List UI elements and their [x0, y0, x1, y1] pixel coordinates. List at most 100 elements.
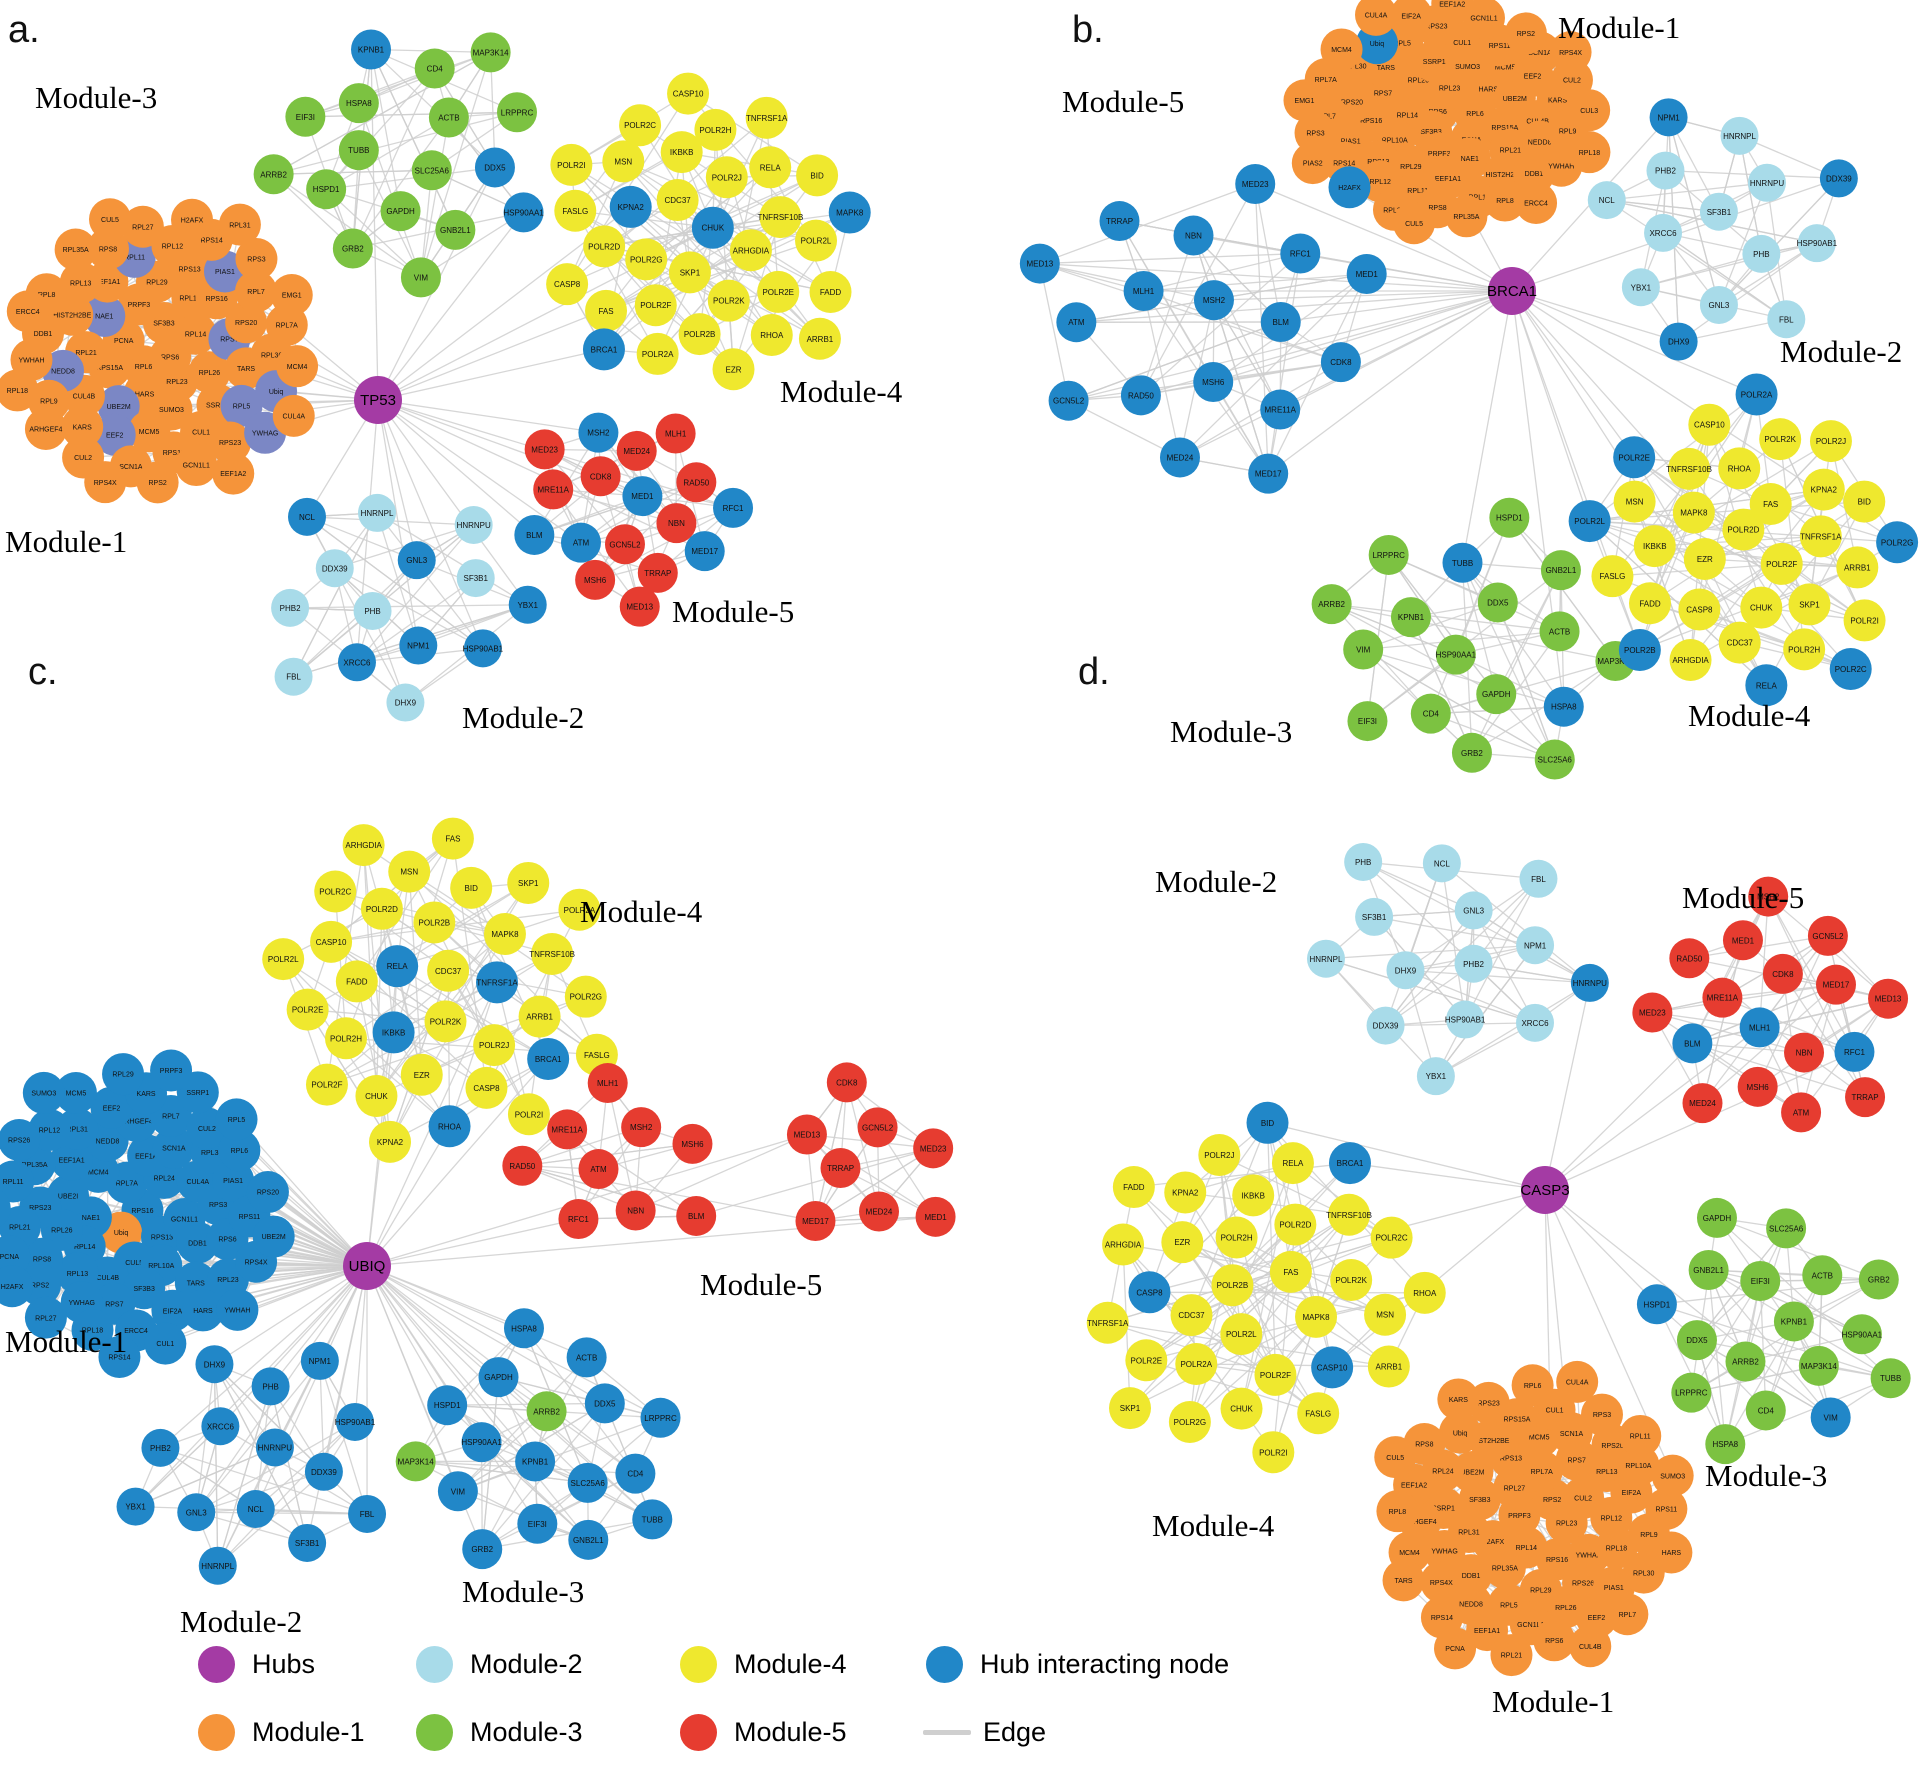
- node-CUL5[interactable]: [1393, 202, 1436, 245]
- node-RHOA[interactable]: [1403, 1271, 1446, 1314]
- hub-node-CASP3[interactable]: [1521, 1166, 1569, 1214]
- node-MSN[interactable]: [602, 140, 645, 183]
- node-POLR2I[interactable]: [1843, 599, 1886, 642]
- node-CDC37[interactable]: [1170, 1294, 1213, 1337]
- node-CD4[interactable]: [414, 48, 455, 89]
- node-TNFRSF1A[interactable]: [476, 961, 519, 1004]
- node-POLR2F[interactable]: [634, 284, 677, 327]
- node-TNFRSF10B[interactable]: [1668, 447, 1711, 490]
- node-POLR2G[interactable]: [625, 238, 668, 281]
- node-ATM[interactable]: [560, 522, 601, 563]
- node-CDC37[interactable]: [656, 179, 699, 222]
- node-H2AFX[interactable]: [1328, 166, 1371, 209]
- node-GNL3[interactable]: [177, 1493, 216, 1532]
- node-Ubiq[interactable]: [1439, 1411, 1482, 1454]
- node-MED13[interactable]: [786, 1114, 827, 1155]
- node-FADD[interactable]: [1628, 582, 1671, 625]
- node-MED1[interactable]: [1722, 920, 1763, 961]
- node-RPL8[interactable]: [1376, 1490, 1419, 1533]
- node-RFC1[interactable]: [713, 487, 754, 528]
- node-ARHGEF4[interactable]: [24, 407, 67, 450]
- node-DHX9[interactable]: [1659, 322, 1698, 361]
- node-POLR2F[interactable]: [305, 1063, 348, 1106]
- node-RHOA[interactable]: [1718, 447, 1761, 490]
- node-PIAS1[interactable]: [203, 250, 246, 293]
- node-HSPA8[interactable]: [1543, 686, 1584, 727]
- node-POLR2H[interactable]: [694, 108, 737, 151]
- node-XRCC6[interactable]: [1516, 1003, 1555, 1042]
- node-VIM[interactable]: [400, 257, 441, 298]
- node-NCL[interactable]: [236, 1489, 275, 1528]
- node-HNRNPL[interactable]: [358, 493, 397, 532]
- node-RPS4X[interactable]: [84, 461, 127, 504]
- node-PHB[interactable]: [353, 591, 392, 630]
- node-TUBB[interactable]: [338, 130, 379, 171]
- node-VIM[interactable]: [1343, 629, 1384, 670]
- node-H2AFX[interactable]: [171, 198, 214, 241]
- node-MSN[interactable]: [1364, 1293, 1407, 1336]
- node-XRCC6[interactable]: [337, 643, 376, 682]
- node-NPM1[interactable]: [300, 1341, 339, 1380]
- node-PIAS2[interactable]: [1291, 142, 1334, 185]
- node-GNL3[interactable]: [397, 541, 436, 580]
- node-IKBKB[interactable]: [372, 1011, 415, 1054]
- node-ACTB[interactable]: [1802, 1255, 1843, 1296]
- node-GCN5L2[interactable]: [1807, 915, 1848, 956]
- node-CASP8[interactable]: [465, 1066, 508, 1109]
- node-YBX1[interactable]: [508, 585, 547, 624]
- node-BLM[interactable]: [514, 514, 555, 555]
- node-RPS2[interactable]: [136, 461, 179, 504]
- node-POLR2I[interactable]: [507, 1093, 550, 1136]
- node-GRB2[interactable]: [1858, 1259, 1899, 1300]
- node-RPL8[interactable]: [1484, 179, 1527, 222]
- node-ARRB2[interactable]: [1311, 584, 1352, 625]
- node-CASP10[interactable]: [1311, 1346, 1354, 1389]
- node-RPL14[interactable]: [174, 312, 217, 355]
- node-TNFRSF10B[interactable]: [759, 196, 802, 239]
- node-EIF3I[interactable]: [1740, 1261, 1781, 1302]
- node-TARS[interactable]: [1382, 1559, 1425, 1602]
- node-RPS4X[interactable]: [1549, 31, 1592, 74]
- node-POLR2E[interactable]: [1613, 436, 1656, 479]
- node-CASP8[interactable]: [1678, 588, 1721, 631]
- node-SUMO3[interactable]: [22, 1071, 65, 1114]
- node-CASP10[interactable]: [310, 920, 353, 963]
- node-RPL18[interactable]: [1568, 131, 1611, 174]
- node-RPL7[interactable]: [1606, 1593, 1649, 1636]
- node-POLR2J[interactable]: [473, 1024, 516, 1067]
- node-GNL3[interactable]: [1454, 891, 1493, 930]
- node-CUL4A[interactable]: [1355, 0, 1398, 36]
- node-POLR2I[interactable]: [1252, 1431, 1295, 1474]
- node-MRE11A[interactable]: [1260, 389, 1301, 430]
- node-POLR2D[interactable]: [1722, 508, 1765, 551]
- node-MLH1[interactable]: [655, 413, 696, 454]
- node-SKP1[interactable]: [1108, 1387, 1151, 1430]
- node-CASP10[interactable]: [1688, 403, 1731, 446]
- node-POLR2F[interactable]: [1760, 542, 1803, 585]
- node-KPNA2[interactable]: [1802, 468, 1845, 511]
- node-EZR[interactable]: [1161, 1221, 1204, 1264]
- node-DDX5[interactable]: [584, 1383, 625, 1424]
- node-DDX39[interactable]: [315, 549, 354, 588]
- node-PHB2[interactable]: [1454, 944, 1493, 983]
- node-MCM4[interactable]: [1320, 28, 1363, 71]
- node-POLR2B[interactable]: [1211, 1264, 1254, 1307]
- node-MED24[interactable]: [1159, 437, 1200, 478]
- node-EEF1A2[interactable]: [212, 452, 255, 495]
- node-RFC1[interactable]: [558, 1199, 599, 1240]
- node-XRCC6[interactable]: [1644, 213, 1683, 252]
- node-RPL11[interactable]: [0, 1160, 35, 1203]
- node-CDC37[interactable]: [1718, 621, 1761, 664]
- node-HSP90AB1[interactable]: [335, 1402, 374, 1441]
- node-POLR2E[interactable]: [1125, 1339, 1168, 1382]
- node-CASP8[interactable]: [1128, 1271, 1171, 1314]
- node-CHUK[interactable]: [691, 206, 734, 249]
- node-GRB2[interactable]: [332, 228, 373, 269]
- node-RPS6[interactable]: [1533, 1619, 1576, 1662]
- node-POLR2E[interactable]: [757, 270, 800, 313]
- node-VIM[interactable]: [437, 1471, 478, 1512]
- node-ARRB1[interactable]: [1836, 546, 1879, 589]
- node-PRPF3[interactable]: [150, 1049, 193, 1092]
- node-RHOA[interactable]: [750, 313, 793, 356]
- node-POLR2C[interactable]: [619, 104, 662, 147]
